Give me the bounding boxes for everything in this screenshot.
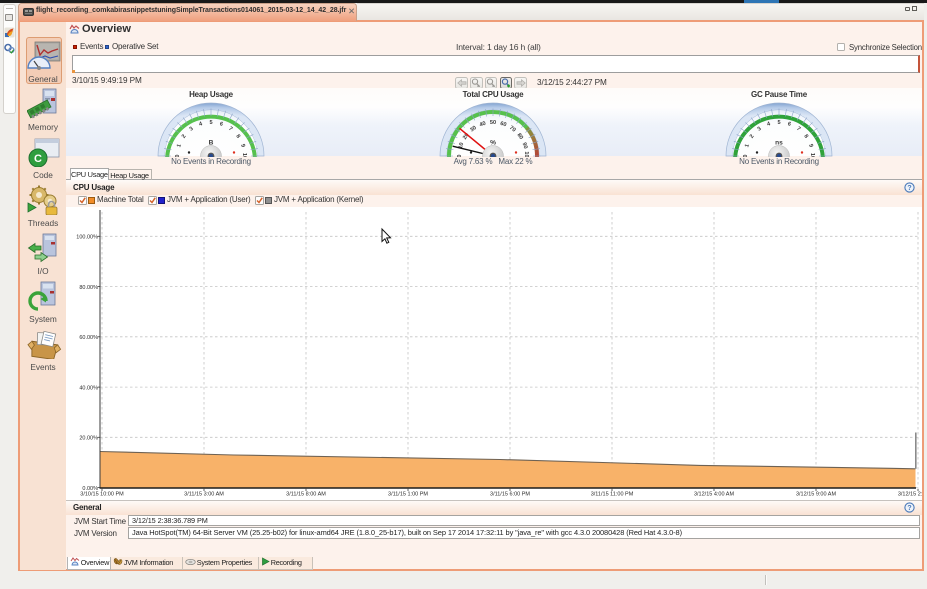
svg-text:4: 4 [766,120,772,127]
svg-text:20.00%: 20.00% [79,436,98,442]
svg-text:9: 9 [807,143,814,148]
svg-text:3/10/15 10:00 PM: 3/10/15 10:00 PM [80,492,124,498]
svg-text:3/11/15 1:00 PM: 3/11/15 1:00 PM [388,492,428,498]
svg-text:30: 30 [469,125,478,134]
svg-text:0: 0 [175,154,181,157]
svg-text:8: 8 [234,133,241,139]
svg-text:%: % [490,139,496,146]
svg-text:10: 10 [458,141,466,149]
svg-text:3/11/15 8:00 AM: 3/11/15 8:00 AM [286,492,326,498]
svg-text:6: 6 [219,121,224,128]
svg-text:3: 3 [757,125,763,132]
svg-text:?: ? [907,505,911,512]
svg-text:7: 7 [227,125,233,132]
svg-text:0.00%: 0.00% [82,486,98,492]
svg-text:5: 5 [777,119,780,125]
svg-text:?: ? [907,185,911,192]
svg-text:40: 40 [479,120,487,128]
svg-text:3/11/15 3:00 AM: 3/11/15 3:00 AM [184,492,224,498]
svg-text:9: 9 [239,143,246,148]
svg-text:7: 7 [795,125,801,132]
svg-text:2: 2 [181,133,188,139]
svg-text:60: 60 [499,120,507,128]
svg-text:B: B [209,139,214,146]
svg-text:6: 6 [787,121,792,128]
svg-text:3: 3 [189,125,195,132]
svg-text:50: 50 [490,119,496,125]
svg-text:5: 5 [209,119,212,125]
svg-text:4: 4 [198,120,204,127]
svg-text:2: 2 [749,133,756,139]
svg-text:10: 10 [809,152,815,156]
svg-text:80: 80 [515,132,524,141]
svg-text:3/12/15 2:00 PM: 3/12/15 2:00 PM [898,492,922,498]
svg-text:40.00%: 40.00% [79,385,98,391]
svg-text:3/11/15 6:00 PM: 3/11/15 6:00 PM [490,492,530,498]
svg-text:3/12/15 4:00 AM: 3/12/15 4:00 AM [694,492,734,498]
svg-text:100: 100 [523,151,529,157]
svg-text:ns: ns [775,139,783,146]
svg-text:80.00%: 80.00% [79,285,98,291]
svg-text:1: 1 [744,143,751,148]
svg-text:20: 20 [462,132,471,141]
svg-text:0: 0 [457,154,463,157]
svg-text:3/12/15 9:00 AM: 3/12/15 9:00 AM [796,492,836,498]
svg-text:8: 8 [802,133,809,139]
svg-text:3/11/15 11:00 PM: 3/11/15 11:00 PM [591,492,634,498]
svg-text:90: 90 [521,141,529,149]
svg-text:1: 1 [176,143,183,148]
svg-text:0: 0 [743,154,749,157]
svg-text:70: 70 [508,125,517,134]
svg-text:C: C [34,153,42,165]
svg-text:10: 10 [241,152,247,156]
svg-text:60.00%: 60.00% [79,335,98,341]
svg-text:100.00%: 100.00% [76,235,98,241]
